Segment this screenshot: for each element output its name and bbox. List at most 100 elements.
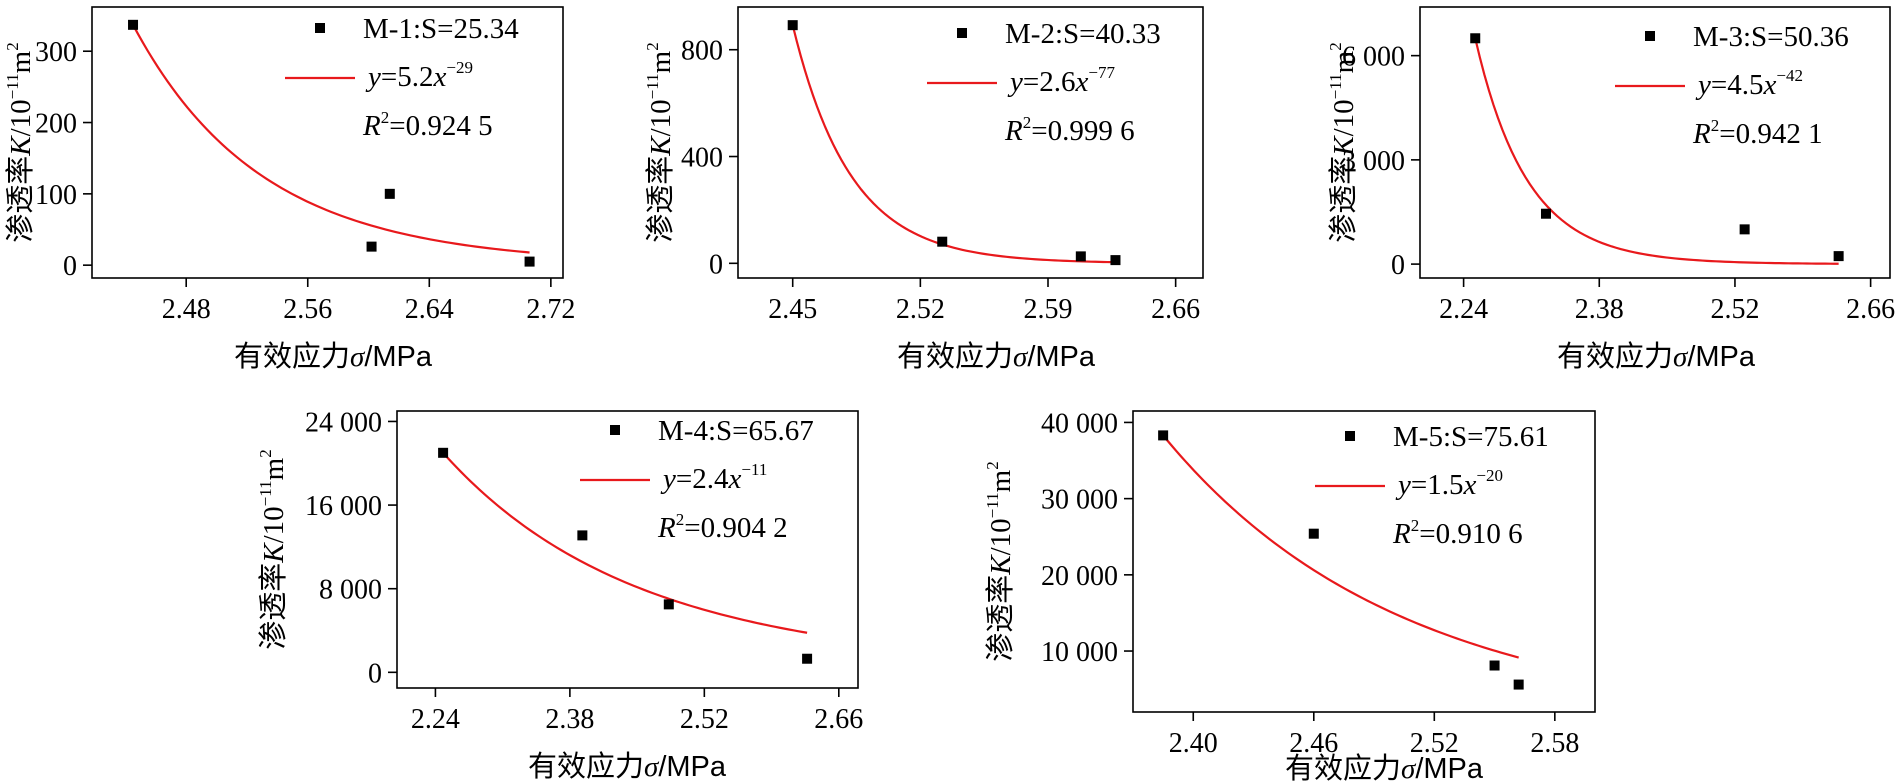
legend-r2: R2=0.924 5 bbox=[362, 108, 493, 142]
chart-panel-4: 2.24 2.38 2.52 2.66 0 8 000 16 000 24 000 M-4:S=… bbox=[256, 407, 863, 783]
data-point bbox=[663, 599, 674, 610]
data-point bbox=[1075, 251, 1086, 262]
data-point bbox=[1540, 208, 1551, 219]
y-tick-label: 3 000 bbox=[1342, 146, 1405, 177]
legend-r2: R2=0.910 6 bbox=[1392, 516, 1523, 550]
x-tick-label: 2.56 bbox=[283, 294, 332, 325]
y-tick-label: 6 000 bbox=[1342, 42, 1405, 73]
legend-r2: R2=0.942 1 bbox=[1692, 116, 1823, 150]
legend-point-label: M-2:S=40.33 bbox=[1005, 18, 1161, 50]
data-point bbox=[1489, 660, 1500, 671]
data-point bbox=[1739, 224, 1750, 235]
y-tick-label: 800 bbox=[681, 36, 723, 67]
legend-point-marker bbox=[957, 28, 967, 38]
chart-panel-2: 2.45 2.52 2.59 2.66 0 400 800 M-2:S=40.33 y=2.6x… bbox=[643, 6, 1204, 373]
legend-r2: R2=0.904 2 bbox=[657, 510, 788, 544]
data-point bbox=[787, 20, 798, 31]
legend: M-1:S=25.34 y=5.2x−29 R2=0.924 5 bbox=[285, 13, 519, 142]
x-tick-label: 2.40 bbox=[1169, 728, 1218, 759]
data-point bbox=[802, 653, 813, 664]
chart-panel-3: 2.24 2.38 2.52 2.66 0 3 000 6 000 M-3:S=50.36 y=… bbox=[1326, 6, 1895, 373]
y-tick-label: 40 000 bbox=[1041, 408, 1118, 439]
legend-r2: R2=0.999 6 bbox=[1004, 113, 1135, 147]
x-axis-label: 有效应力σ/MPa bbox=[1557, 340, 1756, 373]
chart-panel-1: 2.48 2.56 2.64 2.72 0 100 200 300 M-1:S=25.34 y=5… bbox=[3, 6, 575, 373]
x-tick-label: 2.48 bbox=[162, 294, 211, 325]
data-point bbox=[438, 447, 449, 458]
y-axis-label: 渗透率K/10−11m2 bbox=[256, 449, 290, 649]
plot-frame bbox=[1419, 6, 1891, 279]
y-tick-label: 400 bbox=[681, 143, 723, 174]
data-point bbox=[937, 236, 948, 247]
y-tick-label: 24 000 bbox=[305, 407, 382, 438]
fit-curve bbox=[1162, 434, 1519, 659]
data-point bbox=[366, 241, 377, 252]
x-tick-label: 2.52 bbox=[1710, 294, 1759, 325]
legend: M-4:S=65.67 y=2.4x−11 R2=0.904 2 bbox=[580, 415, 814, 544]
data-point bbox=[384, 188, 395, 199]
legend-point-marker bbox=[1645, 31, 1655, 41]
x-tick-label: 2.64 bbox=[405, 294, 454, 325]
y-axis-label: 渗透率K/10−11m2 bbox=[1326, 42, 1360, 242]
legend-point-label: M-1:S=25.34 bbox=[363, 13, 519, 45]
x-tick-label: 2.52 bbox=[1410, 728, 1459, 759]
x-tick-label: 2.46 bbox=[1289, 728, 1338, 759]
y-tick-label: 10 000 bbox=[1041, 637, 1118, 668]
y-tick-label: 300 bbox=[35, 37, 77, 68]
x-tick-label: 2.38 bbox=[545, 704, 594, 735]
fit-curve bbox=[442, 452, 808, 634]
legend: M-2:S=40.33 y=2.6x−77 R2=0.999 6 bbox=[927, 18, 1161, 147]
legend-fit-equation: y=4.5x−42 bbox=[1695, 66, 1803, 101]
data-point bbox=[1158, 430, 1169, 441]
x-axis-label: 有效应力σ/MPa bbox=[528, 750, 727, 783]
plot-frame bbox=[1132, 410, 1596, 713]
y-axis-label: 渗透率K/10−11m2 bbox=[983, 461, 1017, 661]
x-axis-label: 有效应力σ/MPa bbox=[897, 340, 1096, 373]
y-tick-label: 100 bbox=[35, 180, 77, 211]
y-tick-label: 0 bbox=[1391, 250, 1405, 281]
y-axis-label: 渗透率K/10−11m2 bbox=[643, 42, 677, 242]
x-tick-label: 2.66 bbox=[1846, 294, 1895, 325]
y-tick-label: 30 000 bbox=[1041, 485, 1118, 516]
data-point bbox=[1513, 679, 1524, 690]
y-tick-label: 0 bbox=[63, 251, 77, 282]
y-tick-label: 200 bbox=[35, 109, 77, 140]
y-tick-label: 0 bbox=[368, 658, 382, 689]
x-tick-label: 2.24 bbox=[411, 704, 460, 735]
legend-point-marker bbox=[315, 23, 325, 33]
data-point bbox=[524, 256, 535, 267]
fit-curve bbox=[132, 24, 530, 254]
data-point bbox=[1470, 33, 1481, 44]
y-axis-label: 渗透率K/10−11m2 bbox=[3, 42, 37, 242]
plot-frame bbox=[91, 6, 564, 279]
y-tick-label: 20 000 bbox=[1041, 561, 1118, 592]
legend-point-label: M-3:S=50.36 bbox=[1693, 21, 1849, 53]
x-tick-label: 2.66 bbox=[814, 704, 863, 735]
legend-fit-equation: y=2.6x−77 bbox=[1007, 63, 1115, 98]
legend-fit-equation: y=2.4x−11 bbox=[660, 460, 767, 495]
x-tick-label: 2.45 bbox=[768, 294, 817, 325]
data-point bbox=[577, 530, 588, 541]
data-point bbox=[1833, 251, 1844, 262]
fit-curve bbox=[791, 24, 1116, 264]
x-tick-label: 2.52 bbox=[680, 704, 729, 735]
legend: M-5:S=75.61 y=1.5x−20 R2=0.910 6 bbox=[1315, 421, 1549, 550]
x-tick-label: 2.38 bbox=[1575, 294, 1624, 325]
x-tick-label: 2.59 bbox=[1024, 294, 1073, 325]
plot-frame bbox=[737, 6, 1204, 279]
chart-panel-5: 2.40 2.46 2.52 2.58 10 000 20 000 30 000 40 000… bbox=[983, 408, 1596, 783]
x-tick-label: 2.66 bbox=[1151, 294, 1200, 325]
y-tick-label: 8 000 bbox=[319, 575, 382, 606]
data-point bbox=[1308, 528, 1319, 539]
legend-point-label: M-5:S=75.61 bbox=[1393, 421, 1549, 453]
legend-fit-equation: y=1.5x−20 bbox=[1395, 466, 1503, 501]
legend: M-3:S=50.36 y=4.5x−42 R2=0.942 1 bbox=[1615, 21, 1849, 150]
legend-fit-equation: y=5.2x−29 bbox=[365, 58, 473, 93]
x-tick-label: 2.58 bbox=[1530, 728, 1579, 759]
plot-frame bbox=[396, 410, 859, 689]
y-tick-label: 16 000 bbox=[305, 491, 382, 522]
data-point bbox=[128, 19, 139, 30]
legend-point-label: M-4:S=65.67 bbox=[658, 415, 814, 447]
legend-point-marker bbox=[1345, 431, 1355, 441]
